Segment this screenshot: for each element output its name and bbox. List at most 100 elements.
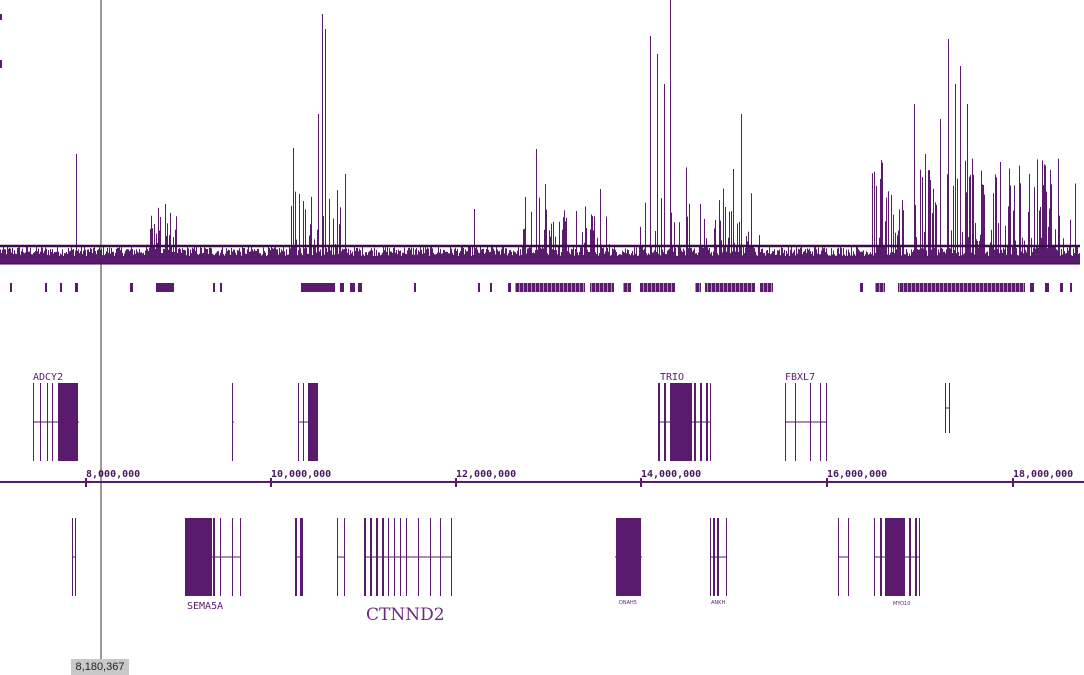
- peak-block: [301, 283, 335, 292]
- peak-gap: [739, 283, 740, 292]
- gene-label-ctnnd2: CTNND2: [366, 605, 445, 625]
- gene-exon: [430, 518, 431, 596]
- gene-exon: [700, 383, 702, 461]
- peak-block: [478, 283, 480, 292]
- gene-exon: [826, 383, 827, 461]
- peak-gap: [1015, 283, 1016, 292]
- gene-exon: [300, 518, 303, 596]
- peak-gap: [559, 283, 560, 292]
- gene-model: [615, 518, 642, 596]
- gene-exon-block: [308, 383, 318, 461]
- peak-block: [10, 283, 12, 292]
- gene-model: [298, 383, 318, 461]
- gene-model: [785, 383, 827, 461]
- peak-gap: [527, 283, 528, 292]
- peak-block: [590, 283, 614, 292]
- peak-gap: [615, 283, 616, 292]
- peak-gap: [623, 283, 624, 292]
- gene-exon: [33, 383, 34, 461]
- peak-block: [340, 283, 344, 292]
- peak-gap: [939, 283, 940, 292]
- peak-gap: [543, 283, 544, 292]
- peak-gap: [631, 283, 632, 292]
- peak-gap: [719, 283, 720, 292]
- gene-model: [874, 518, 920, 596]
- gene-label-dnah5: DNAH5: [619, 600, 637, 606]
- peak-gap: [735, 283, 736, 292]
- peak-gap: [539, 283, 540, 292]
- peak-gap: [519, 283, 520, 292]
- gene-exon: [220, 518, 221, 596]
- gene-model: [337, 518, 345, 596]
- signal-track: [0, 0, 1080, 265]
- peak-gap: [607, 283, 608, 292]
- gene-label-ankh: ANKH: [711, 600, 725, 606]
- gene-exon: [880, 518, 882, 596]
- peak-gap: [775, 283, 776, 292]
- gene-exon: [232, 383, 233, 461]
- peak-gap: [923, 283, 924, 292]
- peak-block: [414, 283, 416, 292]
- peak-block: [640, 283, 675, 292]
- peak-gap: [611, 283, 612, 292]
- peak-block: [515, 283, 585, 292]
- gene-exon: [726, 518, 727, 596]
- peak-gap: [667, 283, 668, 292]
- gene-exon: [713, 518, 715, 596]
- peak-gap: [515, 283, 516, 292]
- gene-model: [33, 383, 79, 461]
- gene-exon: [710, 518, 711, 596]
- peak-block: [860, 283, 863, 292]
- peak-block: [705, 283, 755, 292]
- peak-gap: [587, 283, 588, 292]
- peak-track: [10, 283, 1072, 292]
- gene-exon: [838, 518, 839, 596]
- peak-gap: [975, 283, 976, 292]
- peak-gap: [779, 283, 780, 292]
- gene-exon: [40, 383, 41, 461]
- peak-gap: [583, 283, 584, 292]
- peak-gap: [595, 283, 596, 292]
- peak-gap: [919, 283, 920, 292]
- peak-gap: [891, 283, 892, 292]
- cursor-position-readout: 8,180,367: [71, 659, 129, 675]
- gene-exon: [706, 383, 708, 461]
- peak-gap: [591, 283, 592, 292]
- peak-block: [695, 283, 701, 292]
- peak-gap: [711, 283, 712, 292]
- gene-model: [364, 518, 452, 596]
- peak-gap: [951, 283, 952, 292]
- peak-gap: [547, 283, 548, 292]
- peak-gap: [831, 283, 832, 292]
- peak-gap: [755, 283, 756, 292]
- gene-exon: [451, 518, 452, 596]
- gene-exon: [240, 518, 241, 596]
- peak-gap: [1023, 283, 1024, 292]
- gene-exon: [949, 383, 950, 433]
- peak-gap: [819, 283, 820, 292]
- gene-exon: [874, 518, 875, 596]
- peak-gap: [855, 283, 856, 292]
- gene-model: [295, 518, 303, 596]
- gene-exon: [232, 518, 233, 596]
- peak-gap: [835, 283, 836, 292]
- gene-model: [710, 518, 727, 596]
- peak-gap: [947, 283, 948, 292]
- peak-gap: [635, 283, 636, 292]
- peak-gap: [619, 283, 620, 292]
- peak-gap: [579, 283, 580, 292]
- gene-label-myo10: MYO10: [893, 601, 910, 607]
- peak-gap: [915, 283, 916, 292]
- peak-gap: [1011, 283, 1012, 292]
- peak-gap: [867, 283, 868, 292]
- gene-model: [72, 518, 76, 596]
- peak-block: [350, 283, 355, 292]
- peak-gap: [603, 283, 604, 292]
- gene-exon: [820, 383, 821, 461]
- peak-gap: [803, 283, 804, 292]
- peak-gap: [827, 283, 828, 292]
- gene-exon: [440, 518, 441, 596]
- peak-block: [1060, 283, 1063, 292]
